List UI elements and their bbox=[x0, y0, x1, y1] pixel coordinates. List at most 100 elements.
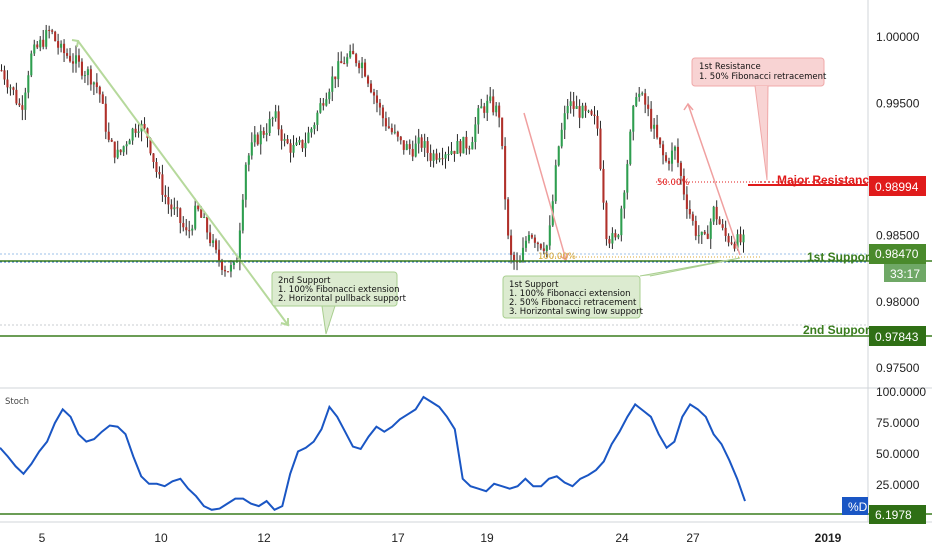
candle-body bbox=[566, 105, 569, 114]
candle-body bbox=[402, 140, 405, 150]
candle-body bbox=[498, 105, 501, 118]
callout-1st-support[interactable]: 1st Support 1. 100% Fibonacci extension … bbox=[502, 257, 741, 319]
candle-body bbox=[664, 155, 668, 161]
candle-body bbox=[203, 216, 206, 218]
candle-body bbox=[441, 158, 444, 160]
candle-body bbox=[739, 234, 742, 243]
candle-body bbox=[340, 61, 343, 64]
callout-line-1: 1. 100% Fibonacci extension bbox=[509, 289, 631, 299]
candle-body bbox=[495, 105, 498, 113]
candle-body bbox=[593, 114, 596, 116]
candle-body bbox=[125, 144, 128, 147]
price-tick-label: 0.98000 bbox=[876, 295, 920, 309]
candle-body bbox=[3, 70, 6, 80]
series-name-text: %D bbox=[848, 500, 868, 514]
candle-body bbox=[423, 141, 426, 148]
candle-body bbox=[45, 29, 48, 47]
candle-body bbox=[6, 79, 9, 88]
candle-body bbox=[194, 205, 197, 229]
candle-body bbox=[447, 154, 450, 156]
candle-body bbox=[158, 171, 161, 175]
candle-body bbox=[137, 131, 140, 133]
fib-arrow-left-head bbox=[559, 252, 569, 262]
candle-body bbox=[372, 92, 376, 96]
candle-body bbox=[378, 102, 381, 108]
candle-body bbox=[456, 141, 459, 154]
candle-body bbox=[220, 260, 224, 270]
candle-body bbox=[119, 149, 122, 153]
candle-body bbox=[253, 134, 256, 143]
price-axis[interactable]: 1.00000 0.99500 0.98500 0.98000 0.97500 bbox=[876, 30, 920, 375]
candle-body bbox=[265, 133, 268, 135]
stoch-indicator-label: Stoch bbox=[5, 397, 29, 407]
callout-pointer bbox=[321, 305, 336, 335]
candle-body bbox=[557, 146, 560, 166]
candle-body bbox=[155, 162, 158, 172]
callout-2nd-support[interactable]: 2nd Support 1. 100% Fibonacci extension … bbox=[271, 271, 407, 335]
candle-body bbox=[152, 153, 155, 163]
candle-body bbox=[334, 76, 337, 80]
candle-body bbox=[366, 76, 370, 84]
candle-body bbox=[101, 94, 104, 104]
tag-bg bbox=[869, 176, 926, 196]
tag-bg bbox=[869, 326, 926, 346]
candle-body bbox=[277, 111, 280, 130]
candle-body bbox=[298, 140, 301, 143]
candle-body bbox=[486, 100, 489, 113]
2nd-support-label: 2nd Support bbox=[803, 323, 874, 337]
candle-body bbox=[98, 87, 101, 95]
candle-body bbox=[164, 194, 167, 197]
candle-body bbox=[504, 145, 507, 200]
candle-body bbox=[217, 249, 221, 261]
callout-pointer bbox=[639, 257, 741, 277]
candle-body bbox=[343, 63, 346, 65]
candle-body bbox=[480, 106, 483, 109]
candle-body bbox=[489, 96, 492, 101]
callout-line-1: 1. 100% Fibonacci extension bbox=[278, 285, 400, 295]
candle-body bbox=[283, 139, 286, 141]
candle-body bbox=[337, 61, 340, 80]
candle-body bbox=[524, 240, 528, 248]
candle-body bbox=[638, 93, 641, 98]
callout-1st-resistance[interactable]: 1st Resistance 1. 50% Fibonacci retracem… bbox=[691, 57, 827, 181]
candle-body bbox=[405, 144, 408, 150]
time-tick-label: 24 bbox=[615, 531, 629, 545]
tag-text: 0.98470 bbox=[875, 247, 919, 261]
candle-body bbox=[644, 93, 647, 105]
candle-body bbox=[289, 143, 292, 153]
candlestick-series bbox=[0, 24, 745, 278]
candle-body bbox=[712, 206, 715, 222]
candle-body bbox=[510, 235, 513, 255]
candle-body bbox=[533, 237, 536, 243]
candle-body bbox=[128, 140, 131, 145]
arrow-head-top bbox=[71, 39, 80, 48]
callout-box bbox=[271, 271, 398, 307]
candle-body bbox=[715, 206, 718, 220]
candle-body bbox=[361, 62, 364, 69]
candle-body bbox=[474, 124, 477, 143]
candle-body bbox=[63, 43, 66, 54]
price-tick-label: 0.97500 bbox=[876, 361, 920, 375]
candle-body bbox=[408, 144, 411, 149]
candle-body bbox=[319, 103, 322, 113]
candle-body bbox=[358, 63, 361, 69]
stoch-axis[interactable]: 100.0000 75.0000 50.0000 25.0000 bbox=[876, 385, 926, 492]
candle-body bbox=[706, 233, 709, 239]
stoch-value-tag: 6.1978 bbox=[869, 505, 926, 524]
candle-body bbox=[721, 224, 724, 228]
drawing-tools bbox=[71, 39, 741, 327]
time-axis[interactable]: 5 10 12 17 19 24 27 2019 bbox=[39, 531, 842, 545]
candle-body bbox=[238, 230, 241, 262]
candle-body bbox=[95, 82, 98, 88]
candle-body bbox=[459, 141, 462, 154]
candle-body bbox=[530, 234, 533, 238]
fib-arrow-right bbox=[687, 103, 741, 256]
candle-body bbox=[700, 231, 703, 236]
candle-body bbox=[262, 130, 265, 135]
candle-body bbox=[381, 107, 384, 119]
major-resistance-label: Major Resistance bbox=[777, 173, 876, 187]
candle-body bbox=[197, 205, 200, 210]
candle-body bbox=[465, 136, 468, 149]
